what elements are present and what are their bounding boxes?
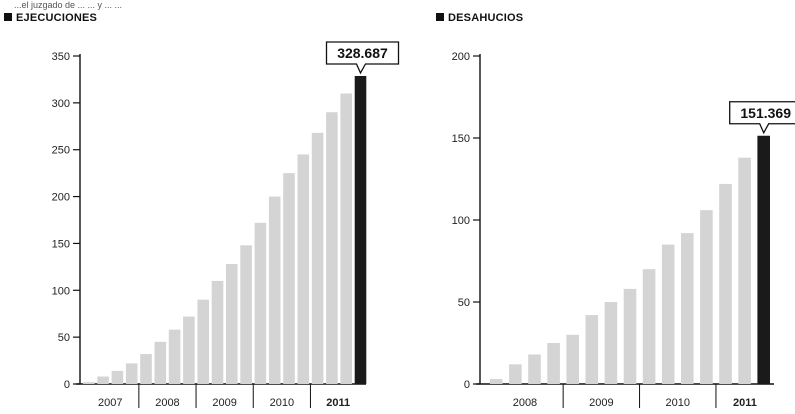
- highlight-bar: [354, 75, 367, 384]
- y-tick-label: 250: [52, 145, 70, 157]
- bar: [326, 112, 338, 384]
- bar: [585, 315, 599, 384]
- y-tick-label: 200: [52, 192, 70, 204]
- bar: [254, 222, 267, 384]
- y-tick-label: 350: [52, 51, 70, 63]
- bar: [719, 183, 732, 384]
- x-year-label: 2009: [212, 397, 236, 409]
- bar: [140, 354, 152, 384]
- bar: [509, 364, 522, 384]
- callout-value: 151.369: [740, 105, 791, 121]
- y-tick-label: 300: [52, 98, 70, 110]
- bar: [154, 341, 167, 384]
- bar: [681, 233, 694, 384]
- x-year-label: 2011: [326, 397, 350, 409]
- chart-title-desahucios: DESAHUCIOS: [436, 12, 523, 24]
- bar: [490, 379, 503, 384]
- bar: [197, 299, 209, 384]
- bar: [211, 280, 224, 384]
- bar: [642, 269, 656, 384]
- bar: [97, 376, 109, 384]
- y-tick-label: 0: [64, 379, 70, 391]
- x-year-label: 2008: [513, 397, 537, 409]
- x-year-label: 2009: [589, 397, 613, 409]
- bar: [661, 244, 675, 384]
- chart-ejecuciones: 0 50 100 150 200 250 300 350 2007 2008 2009 2010 201…: [52, 41, 400, 409]
- x-year-label: 2010: [270, 397, 294, 409]
- bar: [623, 288, 637, 384]
- y-tick-label: 100: [452, 215, 470, 227]
- callout-box: [325, 41, 400, 75]
- x-year-label: 2011: [733, 397, 757, 409]
- bar: [168, 329, 181, 384]
- bar: [566, 334, 579, 384]
- x-year-label: 2010: [666, 397, 690, 409]
- title-square-icon: [4, 13, 12, 21]
- bar: [268, 196, 281, 384]
- bar: [240, 245, 252, 384]
- title-square-icon: [436, 13, 444, 21]
- bar: [340, 93, 352, 384]
- chart-title-ejecuciones: EJECUCIONES: [4, 12, 97, 24]
- chart-desahucios: 0 50 100 150 200 2008 2009 2010 2011 151.369: [452, 51, 795, 409]
- bar: [738, 157, 751, 384]
- bar: [183, 316, 195, 384]
- x-year-label: 2007: [98, 397, 122, 409]
- bar: [283, 173, 295, 384]
- top-caption: ...el juzgado de ... ... y ... ...: [14, 0, 123, 10]
- bar: [111, 370, 124, 384]
- y-tick-label: 100: [52, 285, 70, 297]
- y-tick-label: 200: [452, 51, 470, 63]
- bar: [700, 210, 713, 384]
- y-tick-label: 0: [464, 379, 470, 391]
- bar: [226, 264, 238, 384]
- y-tick-label: 150: [452, 133, 470, 145]
- bar: [297, 154, 310, 384]
- bar: [528, 354, 541, 384]
- y-tick-label: 50: [58, 332, 70, 344]
- x-year-label: 2008: [155, 397, 179, 409]
- bar: [83, 382, 95, 384]
- y-tick-label: 50: [458, 297, 470, 309]
- bar: [125, 363, 138, 384]
- callout-box: [729, 101, 795, 135]
- bar: [311, 132, 324, 384]
- callout-value: 328.687: [337, 45, 388, 61]
- highlight-bar: [757, 135, 770, 384]
- y-tick-label: 150: [52, 238, 70, 250]
- bar: [547, 343, 560, 384]
- bar: [604, 302, 618, 384]
